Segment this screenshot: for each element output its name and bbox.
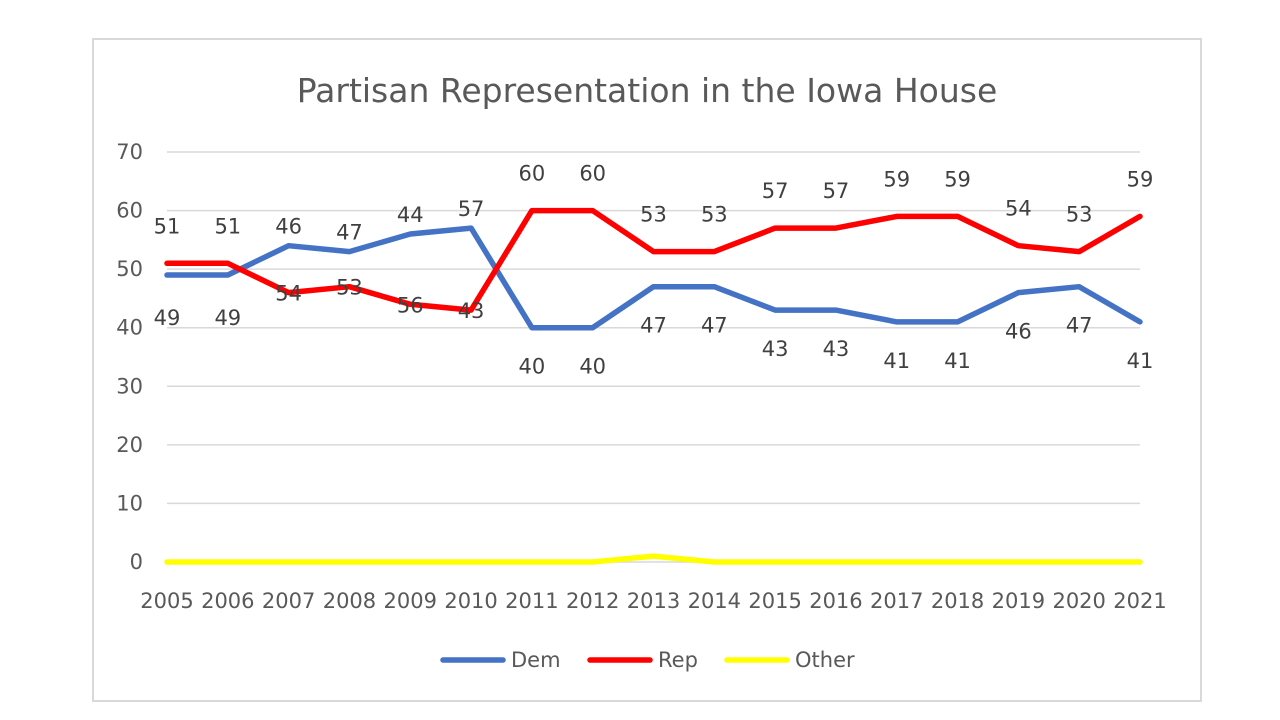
x-tick-label: 2012 xyxy=(566,589,619,613)
y-tick-label: 0 xyxy=(130,550,143,574)
data-label-rep: 53 xyxy=(640,203,667,227)
x-tick-label: 2007 xyxy=(262,589,315,613)
data-label-rep: 60 xyxy=(579,162,606,186)
data-label-rep: 54 xyxy=(1005,197,1032,221)
y-tick-label: 60 xyxy=(116,199,143,223)
data-label-dem: 43 xyxy=(823,337,850,361)
data-label-dem: 41 xyxy=(1127,349,1154,373)
legend: Dem Rep Other xyxy=(440,648,855,672)
data-label-dem: 46 xyxy=(275,215,302,239)
data-label-rep: 53 xyxy=(336,276,363,300)
legend-label-rep: Rep xyxy=(658,648,698,672)
data-label-dem: 49 xyxy=(154,306,181,330)
y-tick-label: 50 xyxy=(116,257,143,281)
y-tick-label: 10 xyxy=(116,491,143,515)
x-tick-label: 2008 xyxy=(323,589,376,613)
data-label-dem: 47 xyxy=(336,221,363,245)
x-tick-label: 2014 xyxy=(688,589,741,613)
data-label-dem: 40 xyxy=(579,355,606,379)
data-label-rep: 59 xyxy=(944,167,971,191)
data-label-dem: 49 xyxy=(214,306,241,330)
x-tick-label: 2013 xyxy=(627,589,680,613)
data-label-dem: 43 xyxy=(762,337,789,361)
x-tick-label: 2010 xyxy=(444,589,497,613)
x-tick-label: 2017 xyxy=(870,589,923,613)
data-label-dem: 41 xyxy=(883,349,910,373)
x-tick-label: 2006 xyxy=(201,589,254,613)
data-label-dem: 40 xyxy=(519,355,546,379)
y-tick-label: 40 xyxy=(116,316,143,340)
legend-label-dem: Dem xyxy=(511,648,561,672)
data-label-rep: 51 xyxy=(154,214,181,238)
series-line-dem xyxy=(164,225,1143,331)
series-lines xyxy=(164,207,1143,565)
x-tick-label: 2019 xyxy=(992,589,1045,613)
data-label-dem: 41 xyxy=(944,349,971,373)
x-tick-label: 2015 xyxy=(748,589,801,613)
data-label-rep: 59 xyxy=(1127,167,1154,191)
x-tick-label: 2021 xyxy=(1113,589,1166,613)
data-label-rep: 54 xyxy=(275,282,302,306)
x-tick-label: 2011 xyxy=(505,589,558,613)
x-tick-label: 2005 xyxy=(140,589,193,613)
chart-title: Partisan Representation in the Iowa Hous… xyxy=(297,71,998,110)
data-label-dem: 47 xyxy=(640,314,667,338)
x-tick-label: 2009 xyxy=(384,589,437,613)
y-axis-ticks: 0 10 20 30 40 50 60 70 xyxy=(116,140,143,574)
data-label-dem: 47 xyxy=(1066,314,1093,338)
y-tick-label: 20 xyxy=(116,433,143,457)
x-tick-label: 2020 xyxy=(1052,589,1105,613)
data-label-rep: 57 xyxy=(823,179,850,203)
data-label-rep: 56 xyxy=(397,293,424,317)
data-label-rep: 60 xyxy=(519,162,546,186)
data-label-rep: 57 xyxy=(762,179,789,203)
chart-frame xyxy=(92,38,1202,702)
series-line-rep xyxy=(164,207,1143,313)
data-label-rep: 51 xyxy=(214,214,241,238)
series-line-other xyxy=(164,553,1143,565)
data-labels: 51 49 51 49 46 54 47 53 44 56 57 43 60 40 60 40 53 47 53 47… xyxy=(154,162,1154,379)
data-label-rep: 43 xyxy=(458,299,485,323)
y-tick-label: 70 xyxy=(116,140,143,164)
legend-label-other: Other xyxy=(795,648,855,672)
data-label-dem: 46 xyxy=(1005,320,1032,344)
x-tick-label: 2016 xyxy=(809,589,862,613)
x-axis-ticks: 2005 2006 2007 2008 2009 2010 2011 2012 2013 2014… xyxy=(140,589,1166,613)
data-label-rep: 53 xyxy=(1066,203,1093,227)
data-label-dem: 57 xyxy=(458,197,485,221)
data-label-dem: 47 xyxy=(701,314,728,338)
data-label-rep: 53 xyxy=(701,203,728,227)
y-tick-label: 30 xyxy=(116,374,143,398)
data-label-rep: 59 xyxy=(883,167,910,191)
data-label-dem: 44 xyxy=(397,203,424,227)
x-tick-label: 2018 xyxy=(931,589,984,613)
